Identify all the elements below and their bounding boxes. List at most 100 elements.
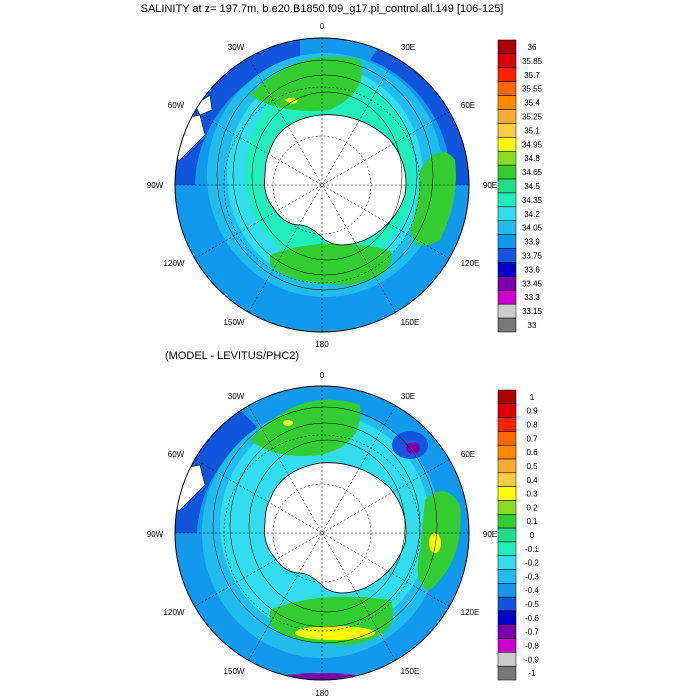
- colorbar-swatch: [497, 486, 517, 501]
- colorbar-label: 0.5: [526, 462, 538, 471]
- colorbar-swatch: [497, 610, 517, 626]
- panel-salinity: SALINITY at z= 197.7m, b.e20.B1850.f09_g…: [141, 3, 543, 349]
- colorbar-swatch: [497, 164, 517, 180]
- colorbar-label: 0.4: [526, 476, 538, 485]
- lon-label: 60E: [461, 101, 475, 110]
- panel-1-title: SALINITY at z= 197.7m, b.e20.B1850.f09_g…: [141, 3, 504, 15]
- antarctica-landmass: [264, 462, 407, 594]
- colorbar-swatch: [497, 123, 517, 138]
- lon-label: 180: [315, 689, 329, 698]
- colorbar-swatch: [497, 206, 517, 222]
- lon-label: 60W: [168, 450, 185, 459]
- colorbar-label: 0.6: [526, 448, 538, 457]
- colorbar-swatch: [497, 403, 517, 418]
- colorbar-swatch: [497, 583, 517, 598]
- colorbar-label: 0.2: [526, 503, 538, 512]
- colorbar-label: 35.85: [522, 57, 543, 66]
- colorbar-swatch: [497, 514, 517, 529]
- colorbar-swatch: [497, 39, 517, 55]
- colorbar-swatch: [497, 303, 517, 319]
- colorbar-swatch: [497, 137, 517, 152]
- lon-label: 90W: [147, 181, 164, 190]
- colorbar-label: 36: [528, 43, 537, 52]
- colorbar-swatch: [497, 95, 517, 110]
- colorbar-label: 33.45: [522, 279, 543, 288]
- lon-label: 120W: [164, 608, 185, 617]
- colorbar-swatch: [497, 652, 517, 667]
- colorbar-swatch: [497, 67, 517, 82]
- lon-label: 30E: [401, 392, 415, 401]
- colorbar-swatch: [497, 444, 517, 460]
- colorbar-swatch: [497, 665, 517, 681]
- colorbar-swatch: [497, 596, 517, 612]
- colorbar-label: 33.15: [522, 307, 543, 316]
- colorbar-label: 33.3: [524, 293, 540, 302]
- colorbar-label: 0.3: [526, 490, 538, 499]
- colorbar-swatch: [497, 472, 517, 487]
- colorbar-label: -0.2: [525, 559, 539, 568]
- colorbar-label: -0.7: [525, 628, 539, 637]
- colorbar-swatch: [497, 276, 517, 291]
- lon-label: 120W: [164, 259, 185, 268]
- colorbar-label: 33: [528, 321, 537, 330]
- colorbar-swatch: [497, 178, 517, 194]
- lon-label: 90W: [147, 530, 164, 539]
- colorbar-swatch: [497, 234, 517, 249]
- lon-label: 90E: [483, 181, 497, 190]
- colorbar-swatch: [497, 248, 517, 263]
- colorbar-swatch: [497, 541, 517, 556]
- colorbar-difference: 1 0.9 0.8 0.7 0.6 0.5 0.4 0.3 0.2 0.1 0 -0.1 -0.2 -0.…: [497, 389, 539, 681]
- colorbar-swatch: [497, 389, 517, 405]
- colorbar-label: 35.4: [524, 99, 540, 108]
- lon-label: 180: [315, 340, 329, 349]
- colorbar-label: 0.8: [526, 421, 538, 430]
- colorbar-swatch: [497, 81, 517, 96]
- colorbar-swatch: [497, 317, 517, 333]
- colorbar-label: 33.9: [524, 238, 540, 247]
- colorbar-swatch: [497, 527, 517, 543]
- lon-label: 0: [320, 371, 325, 380]
- colorbar-label: 0: [530, 531, 535, 540]
- colorbar-label: -0.4: [525, 586, 539, 595]
- colorbar-label: 33.75: [522, 252, 543, 261]
- colorbar-label: 33.6: [524, 265, 540, 274]
- lon-label: 30E: [401, 43, 415, 52]
- colorbar-label: 0.1: [526, 517, 538, 526]
- lon-label: 120E: [461, 608, 480, 617]
- colorbar-swatch: [497, 220, 517, 235]
- lon-label: 150W: [224, 667, 245, 676]
- colorbar-label: -0.3: [525, 572, 539, 581]
- colorbar-label: 0.9: [526, 407, 538, 416]
- colorbar-label: 34.95: [522, 140, 543, 149]
- colorbar-swatch: [497, 192, 517, 208]
- colorbar-label: 34.8: [524, 154, 540, 163]
- lon-label: 150E: [401, 667, 420, 676]
- colorbar-label: -0.8: [525, 641, 539, 650]
- panel-difference: (MODEL - LEVITUS/PHC2): [147, 350, 540, 698]
- colorbar-label: -0.9: [525, 655, 539, 664]
- colorbar-swatch: [497, 431, 517, 446]
- lon-label: 60E: [461, 450, 475, 459]
- colorbar-label: 35.25: [522, 112, 543, 121]
- colorbar-label: 0.7: [526, 434, 538, 443]
- colorbar-label: 34.35: [522, 196, 543, 205]
- colorbar-swatch: [497, 555, 517, 570]
- colorbar-label: 34.65: [522, 168, 543, 177]
- colorbar-swatch: [497, 53, 517, 69]
- lon-labels-1: 0 30E 60E 90E 120E 150E 180 150W 120W 90…: [147, 22, 497, 349]
- colorbar-label: 34.05: [522, 224, 543, 233]
- colorbar-swatch: [497, 109, 517, 124]
- lon-label: 0: [320, 22, 325, 31]
- colorbar-swatch: [497, 262, 517, 277]
- colorbar-label: 1: [530, 393, 535, 402]
- colorbar-label: -1: [528, 669, 536, 678]
- colorbar-swatch: [497, 624, 517, 639]
- lon-label: 30W: [228, 392, 245, 401]
- colorbar-swatch: [497, 290, 517, 305]
- colorbar-label: 34.2: [524, 210, 540, 219]
- colorbar-swatch: [497, 569, 517, 584]
- lon-label: 120E: [461, 259, 480, 268]
- lon-label: 60W: [168, 101, 185, 110]
- colorbar-label: -0.5: [525, 600, 539, 609]
